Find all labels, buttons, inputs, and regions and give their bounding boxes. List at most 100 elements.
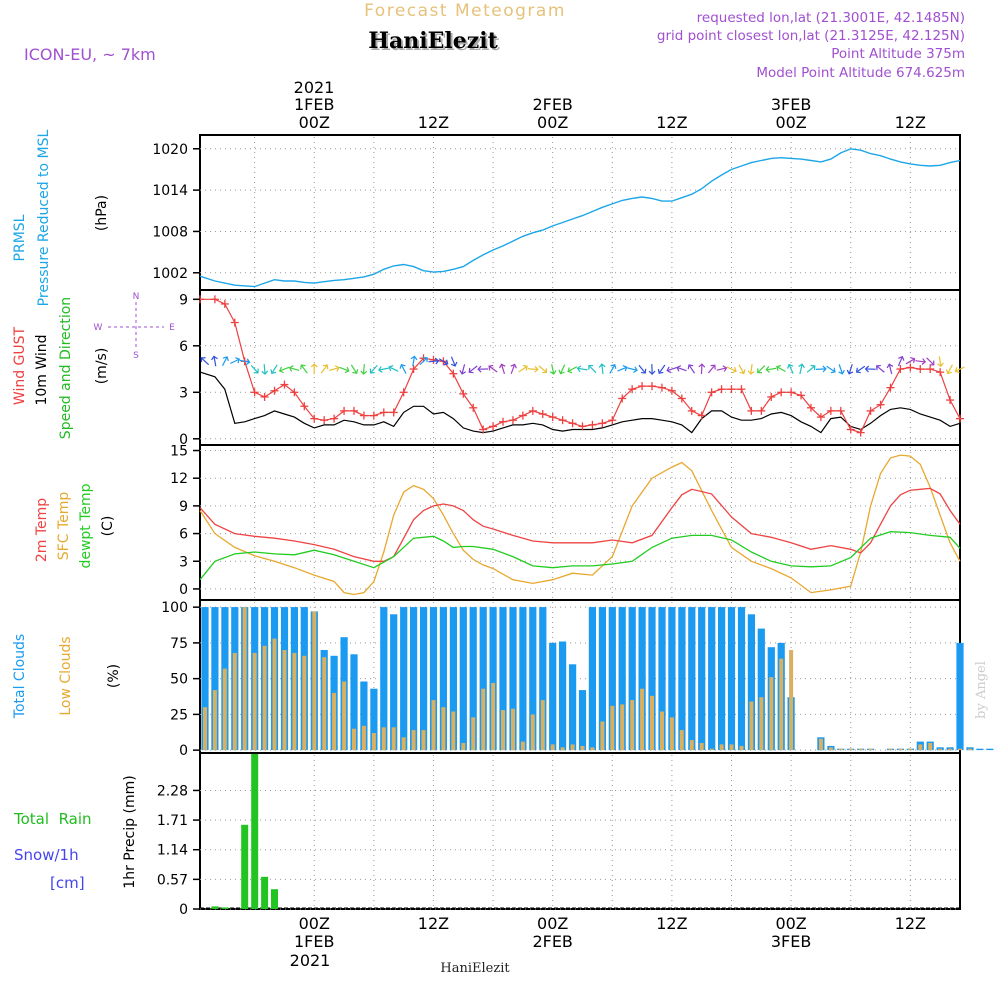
wind-direction-arrow bbox=[350, 364, 359, 375]
low-cloud-bar bbox=[689, 740, 694, 751]
gust-marker bbox=[250, 388, 259, 397]
top-hour-label: 00Z bbox=[775, 113, 806, 132]
low-cloud-bar bbox=[203, 707, 207, 751]
gust-marker bbox=[806, 403, 815, 412]
gust-marker bbox=[657, 383, 666, 392]
low-cloud-bar bbox=[511, 708, 515, 751]
gust-marker bbox=[349, 406, 358, 415]
wind-direction-arrow bbox=[855, 365, 866, 374]
gust-label: Wind GUST bbox=[12, 326, 28, 405]
ytick-label: 0 bbox=[179, 743, 188, 759]
gust-marker bbox=[230, 318, 239, 327]
low-cloud-bar bbox=[232, 652, 237, 751]
wind-direction-arrow bbox=[538, 365, 548, 374]
total-cloud-bar bbox=[668, 607, 676, 751]
wind-direction-arrow bbox=[278, 366, 290, 374]
compass-east: E bbox=[169, 323, 175, 333]
wind-direction-arrow bbox=[360, 364, 368, 375]
gust-marker bbox=[707, 388, 716, 397]
gust-marker bbox=[687, 406, 696, 415]
pressure-unit: (hPa) bbox=[94, 195, 110, 231]
wind-direction-arrow bbox=[937, 356, 944, 368]
ytick-label: 6 bbox=[179, 339, 188, 355]
total-cloud-bar bbox=[976, 748, 984, 751]
gust-marker bbox=[588, 420, 597, 429]
low-cloud-bar bbox=[908, 748, 913, 751]
gust-marker bbox=[737, 385, 746, 394]
low-cloud-bar bbox=[669, 717, 674, 751]
wind-direction-arrow bbox=[567, 366, 578, 374]
ytick-label: 0 bbox=[179, 582, 188, 598]
wind-dir-label: Speed and Direction bbox=[58, 297, 74, 439]
gust-marker bbox=[936, 368, 945, 377]
wind-direction-arrow bbox=[798, 363, 805, 375]
total-cloud-bar bbox=[350, 654, 358, 751]
ytick-label: 1020 bbox=[152, 142, 188, 158]
wind-direction-arrow bbox=[598, 363, 606, 375]
bottom-date-label: 2FEB bbox=[532, 932, 572, 951]
gust-marker bbox=[489, 422, 498, 431]
low-cloud-bar bbox=[550, 744, 555, 751]
snow-unit-label: [cm] bbox=[50, 874, 85, 892]
total-cloud-bar bbox=[509, 607, 517, 751]
ytick-label: 9 bbox=[179, 292, 188, 308]
wind-direction-arrow bbox=[261, 364, 269, 375]
low-cloud-bar bbox=[282, 650, 287, 751]
top-date-label: 2FEB bbox=[532, 95, 572, 114]
ytick-label: 50 bbox=[170, 672, 188, 688]
wind-direction-arrow bbox=[221, 356, 229, 367]
dewpt-line bbox=[199, 531, 961, 581]
gust-marker bbox=[469, 403, 478, 412]
total-cloud-bar bbox=[489, 607, 497, 751]
clouds-unit: (%) bbox=[106, 664, 122, 688]
low-cloud-bar bbox=[699, 743, 704, 751]
low-cloud-bar bbox=[520, 741, 525, 751]
wind-direction-arrow bbox=[488, 364, 498, 373]
sfc-temp-label: SFC Temp bbox=[56, 492, 72, 561]
low-cloud-bar bbox=[560, 747, 565, 751]
total-cloud-bar bbox=[727, 607, 736, 751]
wind-direction-arrow bbox=[945, 364, 953, 375]
bottom-date-label: 1FEB bbox=[294, 932, 334, 951]
low-cloud-bar bbox=[620, 704, 625, 751]
low-cloud-bar bbox=[729, 744, 734, 751]
low-cloud-bar bbox=[838, 748, 843, 751]
wind-direction-arrow bbox=[765, 366, 777, 373]
wind-direction-arrow bbox=[954, 366, 965, 374]
low-cloud-bar bbox=[928, 743, 933, 751]
wind-direction-arrow bbox=[428, 357, 440, 365]
compass-north: N bbox=[133, 292, 140, 302]
total-cloud-bar bbox=[370, 688, 378, 751]
wind-direction-arrow bbox=[687, 364, 696, 374]
bottom-year: 2021 bbox=[290, 951, 331, 970]
low-cloud-bar bbox=[759, 697, 764, 751]
ytick-label: 1.71 bbox=[157, 813, 188, 829]
wind-direction-arrow bbox=[459, 364, 466, 375]
rain-bar bbox=[241, 824, 249, 909]
requested-coords: requested lon,lat (21.3001E, 42.1485N) bbox=[697, 10, 965, 26]
low-cloud-bar bbox=[332, 692, 337, 751]
low-cloud-bar bbox=[441, 707, 446, 751]
point-altitude: Point Altitude 375m bbox=[831, 46, 965, 62]
gust-marker bbox=[369, 411, 378, 420]
wind-direction-arrow bbox=[499, 363, 506, 375]
wind-direction-arrow bbox=[915, 358, 927, 365]
ytick-label: 0.57 bbox=[157, 872, 188, 888]
low-cloud-bar bbox=[709, 748, 714, 751]
wind-direction-arrow bbox=[576, 365, 588, 373]
total-cloud-bar bbox=[360, 681, 368, 751]
precip-panel bbox=[200, 754, 960, 909]
wind-direction-arrow bbox=[648, 364, 656, 375]
total-cloud-bar bbox=[986, 748, 994, 751]
temp2m-label: 2m Temp bbox=[34, 498, 50, 562]
gust-marker bbox=[340, 406, 349, 415]
low-cloud-bar bbox=[858, 748, 863, 751]
gust-marker bbox=[777, 388, 786, 397]
rain-label: Total Rain bbox=[13, 810, 92, 828]
wind-direction-arrow bbox=[747, 364, 755, 375]
wind-direction-arrow bbox=[726, 366, 737, 374]
total-cloud-bar bbox=[439, 607, 447, 751]
low-cloud-bar bbox=[610, 705, 615, 751]
ytick-label: 1.14 bbox=[157, 843, 188, 859]
